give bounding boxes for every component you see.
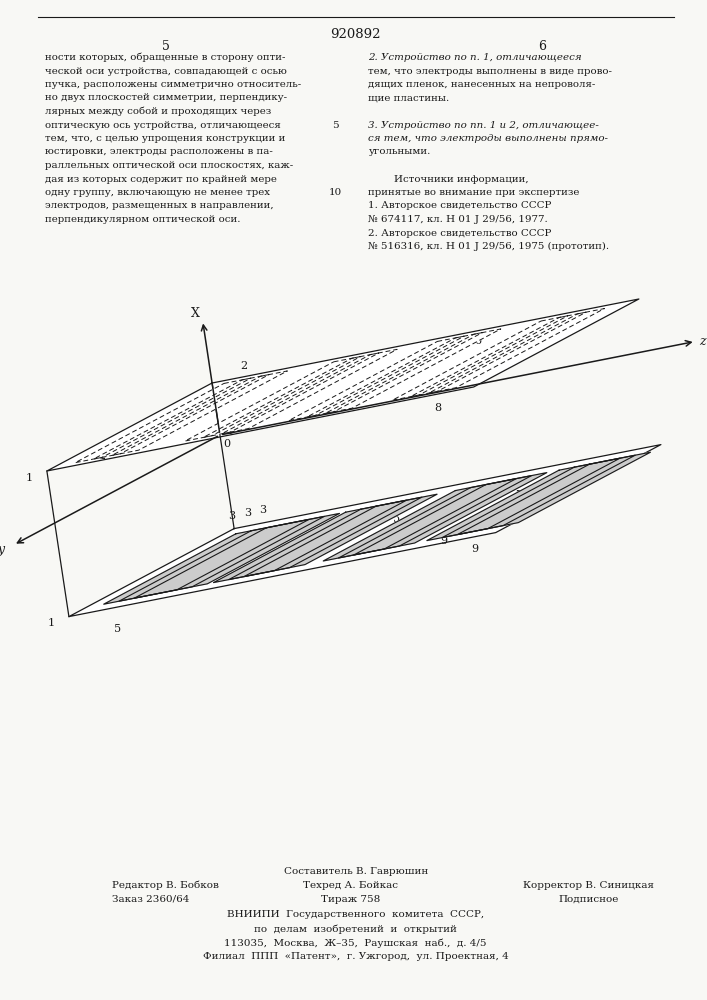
Text: 9: 9 xyxy=(440,536,448,546)
Polygon shape xyxy=(323,479,516,561)
Text: тем, что, с целью упрощения конструкции и: тем, что, с целью упрощения конструкции … xyxy=(45,134,286,143)
Polygon shape xyxy=(47,299,639,471)
Text: Корректор В. Синицкая: Корректор В. Синицкая xyxy=(523,881,654,890)
Text: Тираж 758: Тираж 758 xyxy=(321,895,380,904)
Text: y: y xyxy=(0,543,5,556)
Polygon shape xyxy=(69,445,661,617)
Text: № 516316, кл. H 01 J 29/56, 1975 (прототип).: № 516316, кл. H 01 J 29/56, 1975 (протот… xyxy=(368,242,609,251)
Text: электродов, размещенных в направлении,: электродов, размещенных в направлении, xyxy=(45,202,274,211)
Text: 1: 1 xyxy=(48,618,55,628)
Text: Подписное: Подписное xyxy=(559,895,619,904)
Polygon shape xyxy=(214,500,407,583)
Polygon shape xyxy=(134,513,339,598)
Text: но двух плоскостей симметрии, перпендику-: но двух плоскостей симметрии, перпендику… xyxy=(45,94,287,103)
Text: 4: 4 xyxy=(366,356,373,366)
Polygon shape xyxy=(119,516,325,601)
Text: принятые во внимание при экспертизе: принятые во внимание при экспертизе xyxy=(368,188,580,197)
Polygon shape xyxy=(339,476,532,558)
Text: Заказ 2360/64: Заказ 2360/64 xyxy=(112,895,189,904)
Text: 2. Авторское свидетельство СССР: 2. Авторское свидетельство СССР xyxy=(368,229,552,237)
Text: 1: 1 xyxy=(26,473,33,483)
Text: по  делам  изобретений  и  открытий: по делам изобретений и открытий xyxy=(255,924,457,934)
Text: 9: 9 xyxy=(588,473,595,483)
Text: 4: 4 xyxy=(226,426,233,436)
Text: 5: 5 xyxy=(349,518,356,528)
Polygon shape xyxy=(429,309,604,393)
Text: 5: 5 xyxy=(393,514,400,524)
Polygon shape xyxy=(221,349,397,434)
Text: Техред А. Бойкас: Техред А. Бойкас xyxy=(303,881,398,890)
Text: тем, что электроды выполнены в виде прово-: тем, что электроды выполнены в виде пров… xyxy=(368,66,612,76)
Text: 6: 6 xyxy=(315,407,322,417)
Text: 5: 5 xyxy=(114,624,121,634)
Polygon shape xyxy=(411,312,586,397)
Text: раллельных оптической оси плоскостях, каж-: раллельных оптической оси плоскостях, ка… xyxy=(45,161,293,170)
Text: Редактор В. Бобков: Редактор В. Бобков xyxy=(112,881,218,890)
Text: Составитель В. Гаврюшин: Составитель В. Гаврюшин xyxy=(284,867,428,876)
Text: 3: 3 xyxy=(228,511,235,521)
Polygon shape xyxy=(75,378,251,463)
Text: 0: 0 xyxy=(223,439,230,449)
Text: 3: 3 xyxy=(259,505,266,515)
Polygon shape xyxy=(442,455,636,538)
Text: Источники информации,: Источники информации, xyxy=(368,174,529,184)
Text: пучка, расположены симметрично относитель-: пучка, расположены симметрично относител… xyxy=(45,80,301,89)
Text: 8: 8 xyxy=(415,388,422,398)
Text: 2: 2 xyxy=(240,361,247,371)
Text: 2. Устройство по п. 1, отличающееся: 2. Устройство по п. 1, отличающееся xyxy=(368,53,582,62)
Text: оптическую ось устройства, отличающееся: оптическую ось устройства, отличающееся xyxy=(45,120,281,129)
Text: 6: 6 xyxy=(539,40,547,53)
Text: 1. Авторское свидетельство СССР: 1. Авторское свидетельство СССР xyxy=(368,202,552,211)
Polygon shape xyxy=(392,316,568,400)
Polygon shape xyxy=(457,452,650,535)
Text: перпендикулярном оптической оси.: перпендикулярном оптической оси. xyxy=(45,215,240,224)
Polygon shape xyxy=(244,494,437,577)
Text: 8: 8 xyxy=(434,403,441,413)
Text: 7: 7 xyxy=(515,490,522,500)
Text: дящих пленок, нанесенных на непроволя-: дящих пленок, нанесенных на непроволя- xyxy=(368,80,596,89)
Polygon shape xyxy=(288,336,464,421)
Text: 113035,  Москва,  Ж–35,  Раушская  наб.,  д. 4/5: 113035, Москва, Ж–35, Раушская наб., д. … xyxy=(224,938,487,948)
Text: ся тем, что электроды выполнены прямо-: ся тем, что электроды выполнены прямо- xyxy=(368,134,609,143)
Polygon shape xyxy=(93,375,269,459)
Text: дая из которых содержит по крайней мере: дая из которых содержит по крайней мере xyxy=(45,174,276,184)
Text: 6: 6 xyxy=(474,336,481,346)
Text: 5: 5 xyxy=(332,120,339,129)
Text: 7: 7 xyxy=(427,519,434,529)
Polygon shape xyxy=(204,353,379,437)
Polygon shape xyxy=(104,519,309,604)
Text: угольными.: угольными. xyxy=(368,147,431,156)
Text: Филиал  ППП  «Патент»,  г. Ужгород,  ул. Проектная, 4: Филиал ППП «Патент», г. Ужгород, ул. Про… xyxy=(203,952,508,961)
Polygon shape xyxy=(354,473,547,555)
Text: ческой оси устройства, совпадающей с осью: ческой оси устройства, совпадающей с ось… xyxy=(45,66,287,76)
Text: 5: 5 xyxy=(162,40,170,53)
Text: лярных между собой и проходящих через: лярных между собой и проходящих через xyxy=(45,107,271,116)
Polygon shape xyxy=(325,329,501,413)
Text: № 674117, кл. H 01 J 29/56, 1977.: № 674117, кл. H 01 J 29/56, 1977. xyxy=(368,215,548,224)
Text: 7: 7 xyxy=(474,494,481,504)
Text: 3. Устройство по пп. 1 и 2, отличающее-: 3. Устройство по пп. 1 и 2, отличающее- xyxy=(368,120,600,129)
Text: 2: 2 xyxy=(98,451,105,461)
Text: ности которых, обращенные в сторону опти-: ности которых, обращенные в сторону опти… xyxy=(45,53,286,62)
Polygon shape xyxy=(307,333,482,417)
Polygon shape xyxy=(112,371,287,455)
Text: 9: 9 xyxy=(471,544,478,554)
Polygon shape xyxy=(228,497,422,580)
Text: 920892: 920892 xyxy=(330,28,381,41)
Text: одну группу, включающую не менее трех: одну группу, включающую не менее трех xyxy=(45,188,270,197)
Text: щие пластины.: щие пластины. xyxy=(368,94,450,103)
Text: X: X xyxy=(191,307,199,320)
Text: 10: 10 xyxy=(328,188,341,197)
Polygon shape xyxy=(185,357,361,441)
Polygon shape xyxy=(427,458,620,541)
Text: 3: 3 xyxy=(244,508,251,518)
Text: юстировки, электроды расположены в па-: юстировки, электроды расположены в па- xyxy=(45,147,273,156)
Text: ВНИИПИ  Государственного  комитета  СССР,: ВНИИПИ Государственного комитета СССР, xyxy=(227,910,484,919)
Text: z: z xyxy=(699,335,706,348)
